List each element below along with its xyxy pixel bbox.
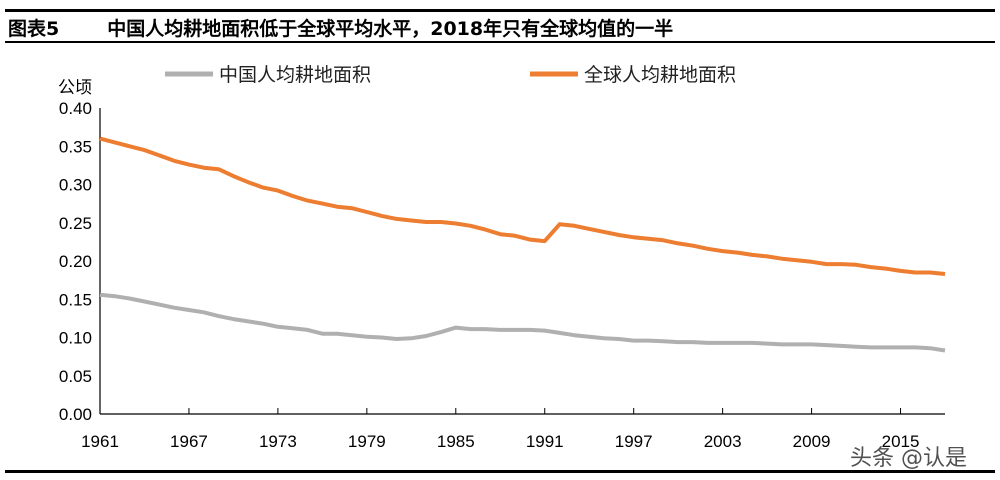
figure-title: 图表5 中国人均耕地面积低于全球平均水平，2018年只有全球均值的一半 xyxy=(8,14,673,41)
figure-title-text: 中国人均耕地面积低于全球平均水平，2018年只有全球均值的一半 xyxy=(107,18,674,40)
x-tick-label: 1967 xyxy=(170,432,208,451)
y-axis-label: 公顷 xyxy=(58,78,92,97)
x-tick-label: 2009 xyxy=(793,432,831,451)
x-tick-label: 1997 xyxy=(615,432,653,451)
y-tick-label: 0.25 xyxy=(59,214,92,233)
x-tick-label: 1991 xyxy=(526,432,564,451)
series-line-1 xyxy=(99,136,946,276)
x-tick-label: 1961 xyxy=(81,432,119,451)
figure-number: 图表5 xyxy=(8,18,60,40)
legend-label-1: 全球人均耕地面积 xyxy=(584,64,736,86)
x-tick-label: 1973 xyxy=(259,432,297,451)
y-tick-label: 0.30 xyxy=(59,176,92,195)
bottom-rule xyxy=(5,470,995,473)
x-tick-label: 2015 xyxy=(882,432,920,451)
y-tick-label: 0.05 xyxy=(59,367,92,386)
y-tick-label: 0.35 xyxy=(59,137,92,156)
series-line-0 xyxy=(99,292,946,353)
x-tick-label: 2003 xyxy=(704,432,742,451)
y-tick-label: 0.10 xyxy=(59,329,92,348)
top-rule xyxy=(5,9,995,12)
legend-label-0: 中国人均耕地面积 xyxy=(219,64,371,86)
y-tick-label: 0.15 xyxy=(59,290,92,309)
y-tick-label: 0.40 xyxy=(59,99,92,118)
x-tick-label: 1979 xyxy=(348,432,386,451)
watermark: 头条 @认是 xyxy=(850,446,967,471)
title-rule xyxy=(5,41,995,43)
x-tick-label: 1985 xyxy=(437,432,475,451)
y-tick-label: 0.20 xyxy=(59,252,92,271)
y-tick-label: 0.00 xyxy=(59,405,92,424)
